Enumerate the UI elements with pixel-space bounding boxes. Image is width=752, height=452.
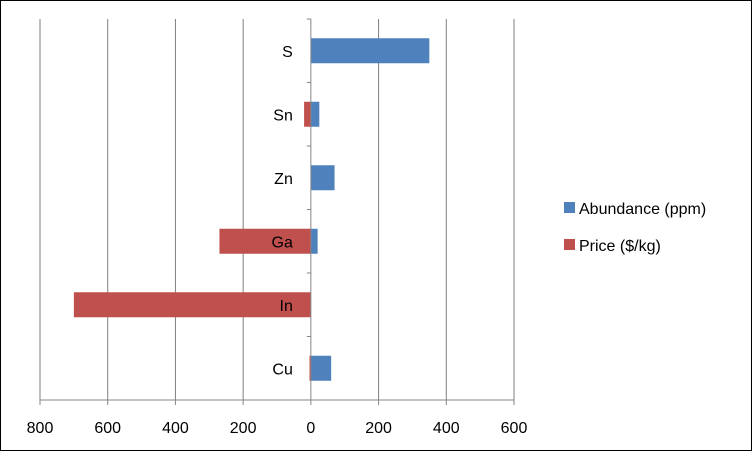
x-tick-label: 400: [433, 420, 460, 437]
x-tick-label: 600: [501, 420, 528, 437]
category-label: Cu: [272, 361, 292, 378]
x-tick-label: 400: [162, 420, 189, 437]
category-label: In: [280, 298, 293, 315]
bar-abundance-sn: [310, 101, 320, 127]
x-tick-label: 0: [306, 420, 315, 437]
x-tick-label: 800: [27, 420, 54, 437]
category-label: Zn: [274, 171, 293, 188]
x-tick-label: 200: [365, 420, 392, 437]
bar-abundance-s: [310, 38, 430, 64]
bar-abundance-ga: [310, 228, 318, 254]
bar-price-cu: [309, 355, 311, 381]
legend-label: Abundance (ppm): [579, 201, 706, 218]
x-tick-label: 200: [230, 420, 257, 437]
bar-price-sn: [304, 101, 311, 127]
x-tick-label: 600: [94, 420, 121, 437]
legend-swatch: [564, 239, 575, 250]
bar-abundance-zn: [310, 165, 335, 191]
legend-label: Price ($/kg): [579, 238, 661, 255]
bar-price-in: [73, 292, 311, 318]
category-label: S: [282, 44, 293, 61]
category-label: Sn: [273, 107, 293, 124]
bar-price-ga: [219, 228, 311, 254]
legend-swatch: [564, 202, 575, 213]
category-label: Ga: [272, 234, 293, 251]
bar-abundance-cu: [310, 355, 332, 381]
